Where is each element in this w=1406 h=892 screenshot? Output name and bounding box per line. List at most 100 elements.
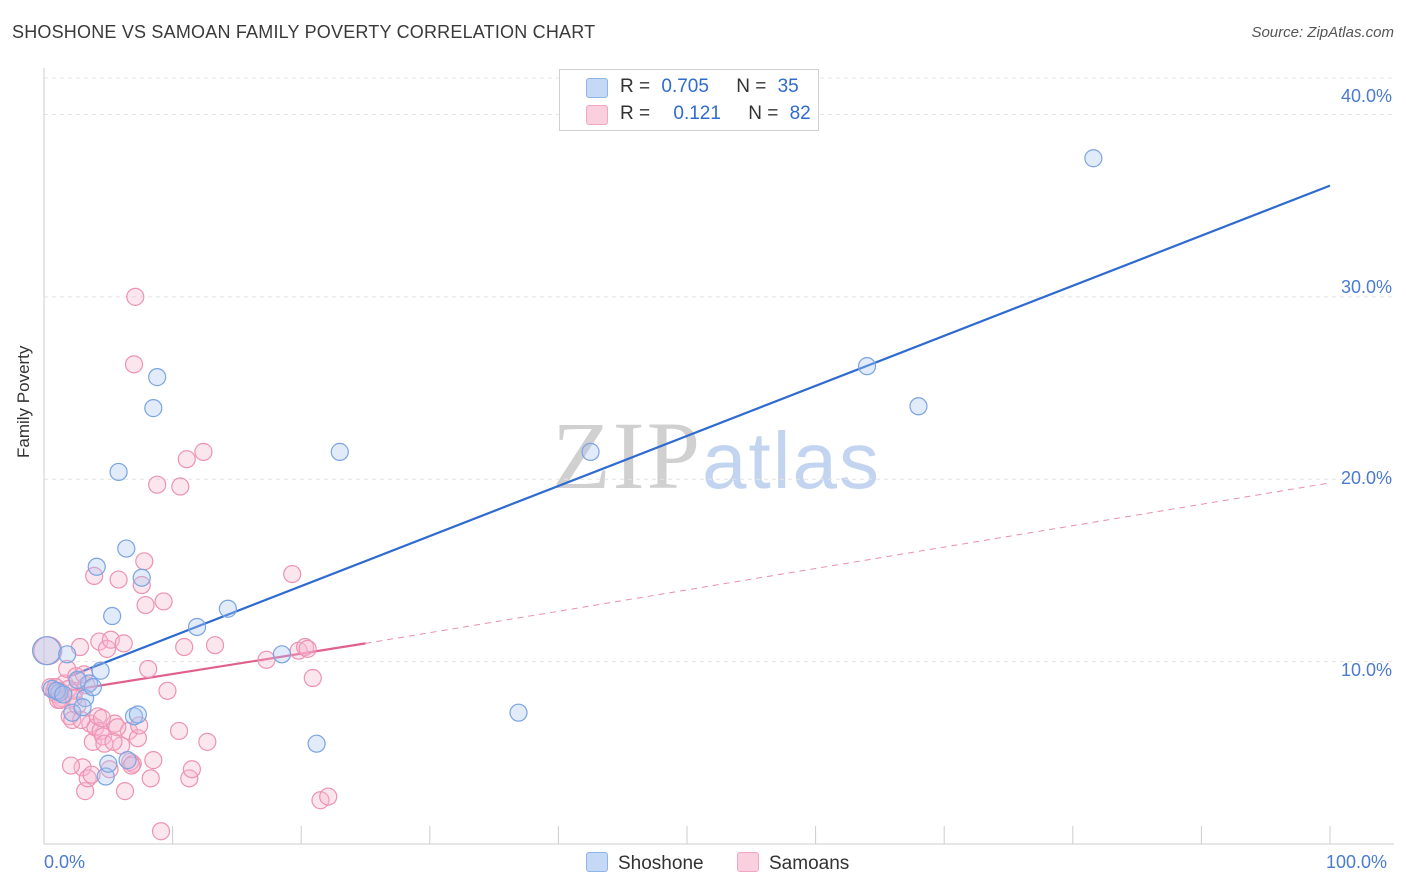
shoshone-point: [909, 397, 928, 416]
samoans-point: [109, 570, 128, 589]
shoshone-point: [31, 636, 62, 666]
samoans-point: [182, 760, 201, 779]
legend-n-value: 82: [789, 103, 811, 124]
samoans-point: [126, 287, 145, 306]
shoshone-point: [54, 685, 73, 704]
shoshone-point: [118, 751, 137, 770]
samoans-point: [97, 639, 117, 658]
source-label: Source: ZipAtlas.com: [1251, 24, 1394, 41]
samoans-point: [114, 634, 133, 653]
shoshone-point: [132, 568, 151, 587]
samoans-point: [148, 475, 167, 494]
samoans-point: [139, 659, 158, 679]
samoans-point: [94, 727, 113, 746]
shoshone-point: [857, 357, 877, 376]
correlation-legend: R = 0.705 N = 35 R = 0.121 N = 82: [559, 69, 819, 131]
samoans-point: [175, 637, 194, 657]
samoans-point: [135, 552, 154, 571]
y-tick-label: 40.0%: [1340, 86, 1392, 106]
legend-r-label: R =: [620, 103, 651, 124]
samoans-point: [95, 734, 114, 753]
shoshone-point: [103, 606, 122, 626]
legend-n-label: N =: [736, 76, 767, 97]
watermark-zip: ZIP: [552, 402, 702, 509]
samoans-point: [151, 822, 171, 841]
samoans-point: [132, 575, 151, 595]
shoshone-point: [109, 462, 128, 482]
shoshone-point: [144, 399, 163, 418]
samoans-trend-extension: [365, 482, 1331, 644]
chart-title: SHOSHONE VS SAMOAN FAMILY POVERTY CORREL…: [12, 22, 596, 42]
legend-r-value: 0.705: [661, 76, 709, 97]
shoshone-point: [1084, 149, 1103, 168]
samoans-point: [257, 650, 276, 669]
samoans-point: [108, 718, 127, 737]
shoshone-point: [99, 754, 118, 773]
samoans-point: [104, 732, 123, 751]
y-tick-label: 10.0%: [1340, 660, 1392, 680]
shoshone-point: [68, 670, 87, 689]
legend-n-label: N =: [748, 103, 779, 124]
shoshone-point: [58, 645, 77, 664]
bottom-legend-shoshone: Shoshone: [586, 852, 704, 875]
samoans-point: [90, 632, 109, 651]
y-tick-label: 20.0%: [1340, 468, 1392, 488]
samoans-point: [65, 681, 84, 700]
samoans-point: [171, 477, 190, 496]
samoans-point: [82, 765, 101, 784]
samoans-point: [194, 442, 213, 461]
bottom-legend-samoans: Samoans: [737, 852, 849, 875]
shoshone-point: [128, 705, 147, 724]
axes: [43, 68, 1394, 845]
legend-swatch-blue: [586, 78, 608, 98]
y-axis-label: Family Poverty: [14, 345, 33, 458]
y-tick-label: 30.0%: [1340, 277, 1392, 297]
shoshone-point: [91, 661, 110, 680]
shoshone-point: [73, 698, 92, 717]
samoans-point: [303, 668, 322, 688]
shoshone-point: [330, 442, 349, 461]
watermark-atlas: atlas: [702, 416, 881, 505]
legend-series-name: Samoans: [769, 853, 850, 874]
gridlines: [44, 77, 1394, 663]
legend-r-value: 0.121: [673, 103, 721, 124]
shoshone-trend-line: [69, 184, 1331, 678]
samoans-point: [115, 782, 135, 801]
shoshone-point: [87, 557, 106, 576]
samoans-point: [158, 681, 177, 700]
samoans-point: [136, 595, 155, 615]
samoans-point: [198, 732, 217, 751]
data-points: [31, 149, 1103, 841]
samoans-point: [283, 564, 302, 584]
shoshone-point: [272, 645, 292, 664]
shoshone-point: [83, 678, 102, 697]
x-tick-label: 100.0%: [1326, 852, 1388, 872]
legend-swatch-blue: [586, 852, 608, 872]
samoans-point: [177, 450, 196, 469]
shoshone-point: [218, 599, 237, 618]
legend-swatch-pink: [586, 105, 608, 125]
samoans-point: [154, 592, 173, 611]
trend-lines: [43, 184, 1331, 696]
samoans-point: [141, 769, 160, 788]
samoans-point: [92, 709, 111, 728]
samoans-point: [144, 751, 163, 770]
samoans-point: [61, 756, 81, 775]
shoshone-point: [117, 539, 136, 558]
shoshone-point: [148, 368, 167, 387]
legend-n-value: 35: [777, 76, 799, 97]
x-tick-label: 0.0%: [44, 852, 86, 872]
samoans-point: [319, 787, 338, 806]
samoans-point: [298, 639, 317, 658]
shoshone-point: [187, 617, 207, 637]
samoans-point: [124, 355, 144, 374]
shoshone-point: [63, 703, 82, 722]
legend-swatch-pink: [737, 852, 759, 872]
watermark: ZIPatlas: [552, 400, 881, 511]
shoshone-point: [307, 734, 326, 753]
samoans-point: [205, 636, 225, 655]
legend-series-name: Shoshone: [618, 853, 704, 874]
shoshone-point: [581, 442, 600, 461]
samoans-point: [295, 637, 315, 657]
